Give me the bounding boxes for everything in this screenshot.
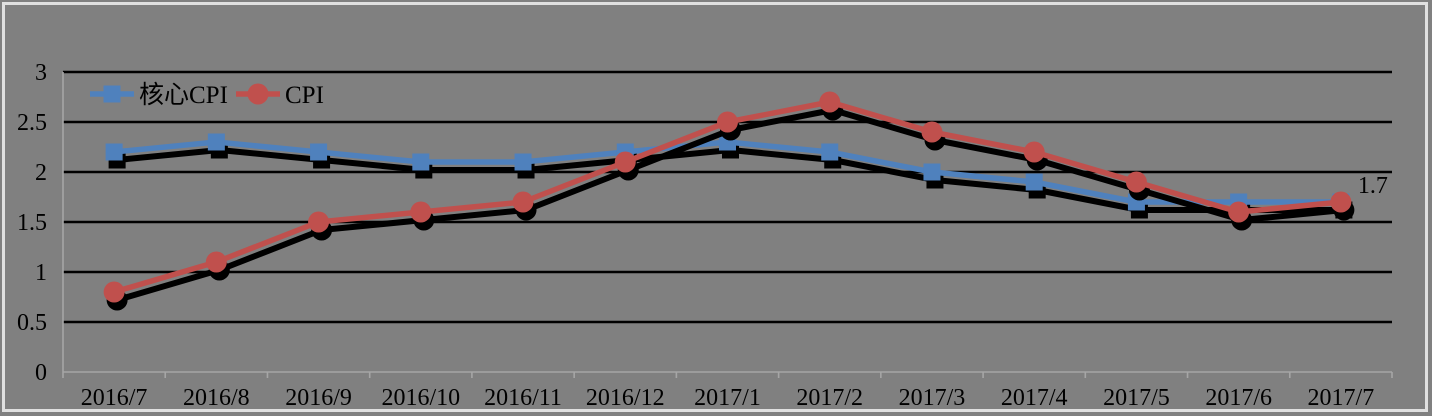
- x-tick-label: 2016/12: [586, 385, 665, 411]
- cpi-marker: [1228, 201, 1250, 223]
- x-tick-label: 2017/5: [1103, 385, 1170, 411]
- legend-label-cpi: CPI: [285, 82, 324, 109]
- core-cpi-marker: [310, 143, 328, 161]
- core-cpi-marker: [821, 143, 839, 161]
- point-data-label: 1.7: [1358, 173, 1388, 199]
- cpi-marker: [1330, 191, 1352, 213]
- legend-item-cpi: CPI: [236, 82, 324, 109]
- cpi-marker: [1023, 141, 1045, 163]
- core-cpi-marker: [105, 143, 123, 161]
- core-cpi-marker: [514, 153, 532, 171]
- y-tick-label: 2: [35, 160, 47, 186]
- legend: 核心CPI CPI: [90, 81, 324, 109]
- y-tick-label: 2.5: [17, 110, 47, 136]
- data-series: [103, 91, 1355, 311]
- x-tick-label: 2017/3: [899, 385, 966, 411]
- cpi-marker: [512, 191, 534, 213]
- cpi-legend-marker: [247, 83, 269, 105]
- cpi-marker: [205, 251, 227, 273]
- x-tick-label: 2017/7: [1308, 385, 1375, 411]
- series-cpi: [103, 91, 1355, 311]
- x-tick-label: 2017/4: [1001, 385, 1068, 411]
- core-cpi-marker: [207, 133, 225, 151]
- x-tick-label: 2016/10: [381, 385, 460, 411]
- x-axis-tick-labels: 2016/7 2016/8 2016/9 2016/10 2016/11 2016/12 2…: [81, 385, 1374, 411]
- y-tick-label: 0.5: [17, 310, 47, 336]
- core-cpi-marker: [412, 153, 430, 171]
- cpi-marker: [717, 111, 738, 133]
- cpi-marker: [308, 211, 330, 233]
- cpi-marker: [819, 91, 841, 113]
- y-tick-label: 1: [35, 260, 47, 286]
- legend-item-core-cpi: 核心CPI: [90, 81, 228, 109]
- series-core-cpi: [105, 133, 1353, 219]
- y-tick-label: 3: [35, 60, 47, 86]
- cpi-marker: [1125, 171, 1147, 193]
- core-cpi-marker: [1025, 173, 1043, 191]
- x-tick-label: 2016/9: [285, 385, 352, 411]
- core-cpi-marker: [923, 163, 941, 181]
- cpi-marker: [103, 281, 125, 303]
- cpi-marker: [614, 151, 636, 173]
- data-labels: 1.7: [1358, 173, 1388, 199]
- cpi-marker: [410, 201, 432, 223]
- x-tick-label: 2016/8: [183, 385, 250, 411]
- x-tick-label: 2017/6: [1205, 385, 1272, 411]
- y-tick-label: 1.5: [17, 210, 47, 236]
- axes: [62, 72, 1393, 378]
- legend-label-core-cpi: 核心CPI: [139, 81, 228, 109]
- y-axis-tick-labels: 0 0.5 1 1.5 2 2.5 3: [17, 60, 47, 386]
- cpi-marker: [921, 121, 943, 143]
- x-tick-label: 2016/7: [81, 385, 148, 411]
- x-tick-label: 2017/2: [796, 385, 863, 411]
- y-tick-label: 0: [35, 360, 47, 386]
- x-tick-label: 2017/1: [694, 385, 761, 411]
- core-cpi-legend-marker: [103, 85, 121, 103]
- x-tick-label: 2016/11: [484, 385, 562, 411]
